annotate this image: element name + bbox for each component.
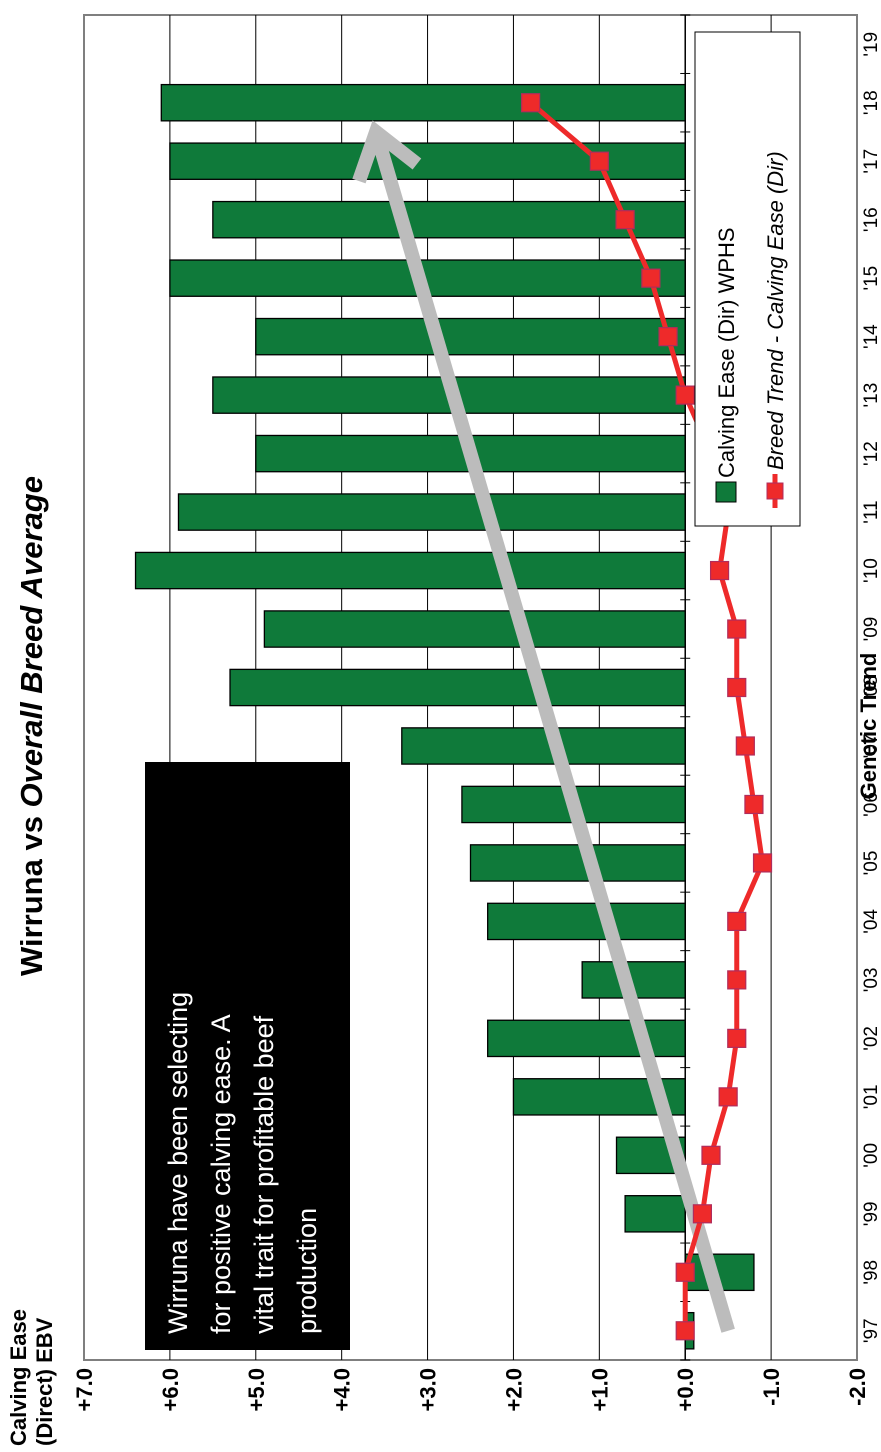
y-tick-label: -1.0 bbox=[759, 1368, 784, 1406]
line-marker bbox=[744, 794, 764, 815]
legend-bar-label: Calving Ease (Dir) WPHS bbox=[714, 227, 739, 478]
x-tick-label: '98 bbox=[861, 1260, 881, 1285]
y-tick-label: +5.0 bbox=[244, 1368, 269, 1411]
line-marker bbox=[658, 327, 678, 347]
line-marker bbox=[752, 853, 773, 873]
x-tick-label: '11 bbox=[861, 500, 881, 523]
x-tick-label: '06 bbox=[861, 792, 881, 817]
x-tick-label: '13 bbox=[861, 383, 881, 408]
line-marker bbox=[675, 385, 695, 405]
x-tick-label: '04 bbox=[861, 909, 881, 934]
line-marker bbox=[727, 911, 747, 932]
plot-area bbox=[83, 14, 858, 1361]
y-tick-label: +0.0 bbox=[673, 1368, 698, 1411]
line-path bbox=[529, 100, 766, 1331]
line-marker bbox=[709, 560, 730, 581]
x-tick-label: '97 bbox=[861, 1318, 881, 1343]
annotation-box bbox=[145, 762, 350, 1350]
x-tick-label: '07 bbox=[861, 734, 881, 759]
bar bbox=[401, 727, 686, 765]
x-tick-label: '14 bbox=[861, 324, 881, 349]
line-marker bbox=[692, 1204, 713, 1224]
x-tick-label: '19 bbox=[861, 32, 881, 57]
line-marker bbox=[521, 93, 541, 113]
bar-series bbox=[134, 83, 755, 1350]
x-tick-label: '18 bbox=[861, 90, 881, 115]
bar bbox=[263, 610, 686, 648]
x-tick-label: '15 bbox=[861, 266, 881, 291]
line-marker bbox=[727, 619, 747, 639]
y-tick-label: -2.0 bbox=[845, 1368, 870, 1406]
y-axis-ticks: -2.0 -1.0 +0.0 +1.0 +2.0 +3.0 +4.0 +5.0 +6.0 +7.0 bbox=[72, 1368, 870, 1411]
bar bbox=[487, 1019, 686, 1058]
x-tick-label: '08 bbox=[861, 675, 881, 700]
arrow-shaft bbox=[370, 135, 735, 1333]
line-marker bbox=[701, 1145, 721, 1165]
x-tick-label: '16 bbox=[861, 207, 881, 232]
line-marker bbox=[727, 677, 747, 698]
x-tick-label: '05 bbox=[861, 851, 881, 876]
chart-title-emphasis: Overall Breed Average bbox=[14, 476, 49, 807]
legend-box bbox=[694, 31, 801, 527]
y-tick-label: +1.0 bbox=[587, 1368, 612, 1411]
x-tick-label: '17 bbox=[861, 149, 881, 174]
line-marker bbox=[735, 736, 755, 756]
bar bbox=[469, 844, 686, 882]
annotation-line: for positive calving ease. A bbox=[206, 1014, 236, 1334]
y-tick-label: +7.0 bbox=[72, 1368, 97, 1411]
bar bbox=[255, 317, 686, 356]
annotation-line: Wirruna have been selecting bbox=[163, 992, 193, 1334]
x-tick-label: '12 bbox=[861, 441, 881, 466]
x-tick-label: '99 bbox=[861, 1201, 881, 1226]
x-axis-ticks: '97 '98 '99 '00 '01 '02 '03 '04 '05 '06 '07 '08 '09 '… bbox=[861, 32, 881, 1343]
x-tick-label: '00 bbox=[861, 1143, 881, 1168]
bar bbox=[229, 668, 686, 707]
chart-title-prefix: Wirruna vs bbox=[14, 807, 49, 976]
bar bbox=[160, 83, 686, 122]
x-tick-label: '09 bbox=[861, 617, 881, 642]
line-marker bbox=[675, 1262, 695, 1282]
y-tick-label: +4.0 bbox=[330, 1368, 355, 1411]
x-tick-label: '10 bbox=[861, 558, 881, 583]
y-tick-label: +2.0 bbox=[501, 1368, 526, 1411]
line-marker bbox=[641, 268, 661, 288]
line-marker bbox=[718, 1087, 738, 1107]
x-tick-label: '03 bbox=[861, 968, 881, 993]
x-tick-label: '02 bbox=[861, 1026, 881, 1051]
rotated-chart: Wirruna have been selecting for positive… bbox=[6, 14, 881, 1446]
bar bbox=[487, 902, 686, 941]
y-axis-label: (Direct) EBV bbox=[32, 1317, 57, 1446]
bar bbox=[212, 200, 686, 239]
line-marker bbox=[615, 210, 635, 230]
line-marker bbox=[727, 970, 747, 990]
annotation-line: vital trait for profitable beef bbox=[249, 1015, 279, 1334]
y-axis-label: Calving Ease bbox=[6, 1309, 31, 1446]
legend-line-label: Breed Trend - Calving Ease (Dir) bbox=[763, 151, 788, 470]
bar bbox=[624, 1195, 686, 1233]
x-axis-label: Genetic Trend bbox=[856, 653, 881, 800]
x-tick-label: '01 bbox=[861, 1084, 881, 1109]
line-marker bbox=[675, 1321, 695, 1341]
line-marker bbox=[727, 1028, 747, 1048]
arrow-head bbox=[352, 120, 422, 184]
annotation-line: production bbox=[292, 1208, 322, 1334]
legend-line-marker bbox=[766, 482, 784, 500]
bar bbox=[177, 493, 686, 531]
trend-arrow bbox=[352, 120, 735, 1333]
bar bbox=[134, 551, 686, 590]
chart-title: Wirruna vs Overall Breed Average bbox=[14, 476, 49, 976]
line-marker bbox=[589, 151, 609, 171]
legend: Calving Ease (Dir) WPHS Breed Trend - Ca… bbox=[694, 31, 801, 527]
legend-bar-swatch bbox=[715, 481, 737, 503]
annotation-group: Wirruna have been selecting for positive… bbox=[145, 762, 350, 1350]
y-tick-label: +6.0 bbox=[158, 1368, 183, 1411]
y-tick-label: +3.0 bbox=[416, 1368, 441, 1411]
zero-axis bbox=[680, 14, 691, 1361]
